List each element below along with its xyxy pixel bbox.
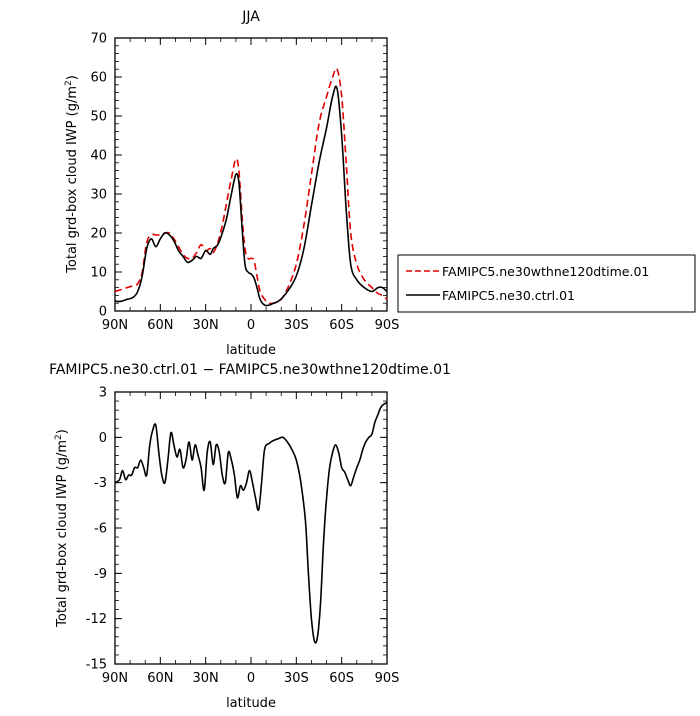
- bottom-chart-title: FAMIPC5.ne30.ctrl.01 − FAMIPC5.ne30wthne…: [49, 362, 451, 378]
- bottom-panel: FAMIPC5.ne30.ctrl.01 − FAMIPC5.ne30wthne…: [49, 362, 451, 711]
- y-tick-label: -9: [94, 567, 107, 582]
- y-tick-label: 50: [90, 110, 107, 125]
- bottom-plot-area: 90N 60N 30N 0 30S 60S 90S 3 0 -3 -6 -9 -12 -15: [86, 386, 400, 687]
- top-y-axis-label: Total grd-box cloud IWP (g/m2): [64, 75, 80, 274]
- bottom-x-axis-label: latitude: [226, 696, 276, 711]
- x-tick-label: 60S: [329, 671, 354, 686]
- y-tick-label: 0: [99, 431, 107, 446]
- x-tick-label: 90S: [375, 318, 400, 333]
- series-line-2-1: [114, 401, 388, 644]
- y-tick-label: -6: [94, 522, 107, 537]
- legend-label-series-2: FAMIPC5.ne30.ctrl.01: [442, 288, 575, 303]
- top-chart-title: JJA: [241, 9, 260, 25]
- y-tick-label: -3: [94, 476, 107, 491]
- top-legend: FAMIPC5.ne30wthne120dtime.01 FAMIPC5.ne3…: [397, 254, 696, 313]
- y-tick-label: 40: [90, 149, 107, 164]
- top-panel: JJA 90N 60N 30N 0 30S 60S 90S 0 10 20 30 40 50 60 70 l…: [64, 9, 696, 358]
- series-line-1-1: [114, 67, 388, 305]
- top-plot-area: 90N 60N 30N 0 30S 60S 90S 0 10 20 30 40 50 60 70: [90, 32, 399, 334]
- x-tick-label: 90N: [102, 318, 128, 333]
- x-tick-label: 90S: [375, 671, 400, 686]
- x-tick-label: 60S: [329, 318, 354, 333]
- legend-label-series-1: FAMIPC5.ne30wthne120dtime.01: [442, 264, 649, 279]
- y-tick-label: 30: [90, 188, 107, 203]
- x-tick-label: 0: [247, 671, 255, 686]
- x-tick-label: 30S: [284, 671, 309, 686]
- x-tick-label: 30N: [193, 671, 219, 686]
- x-tick-label: 90N: [102, 671, 128, 686]
- bottom-y-axis-label: Total grd-box cloud IWP (g/m2): [54, 429, 70, 628]
- y-tick-label: 10: [90, 266, 107, 281]
- top-x-axis-label: latitude: [226, 343, 276, 358]
- plot-frame: [114, 391, 388, 665]
- y-tick-label: 3: [99, 386, 107, 401]
- y-tick-label: 20: [90, 227, 107, 242]
- x-tick-label: 60N: [147, 671, 173, 686]
- y-tick-label: -12: [86, 612, 107, 627]
- y-tick-label: 60: [90, 71, 107, 86]
- x-tick-label: 60N: [147, 318, 173, 333]
- x-tick-label: 30N: [193, 318, 219, 333]
- y-tick-label: -15: [86, 658, 107, 673]
- y-tick-label: 0: [99, 305, 107, 320]
- series-line-1-2: [114, 85, 388, 307]
- x-tick-label: 0: [247, 318, 255, 333]
- y-tick-label: 70: [90, 32, 107, 47]
- x-tick-label: 30S: [284, 318, 309, 333]
- legend-box: [397, 254, 696, 313]
